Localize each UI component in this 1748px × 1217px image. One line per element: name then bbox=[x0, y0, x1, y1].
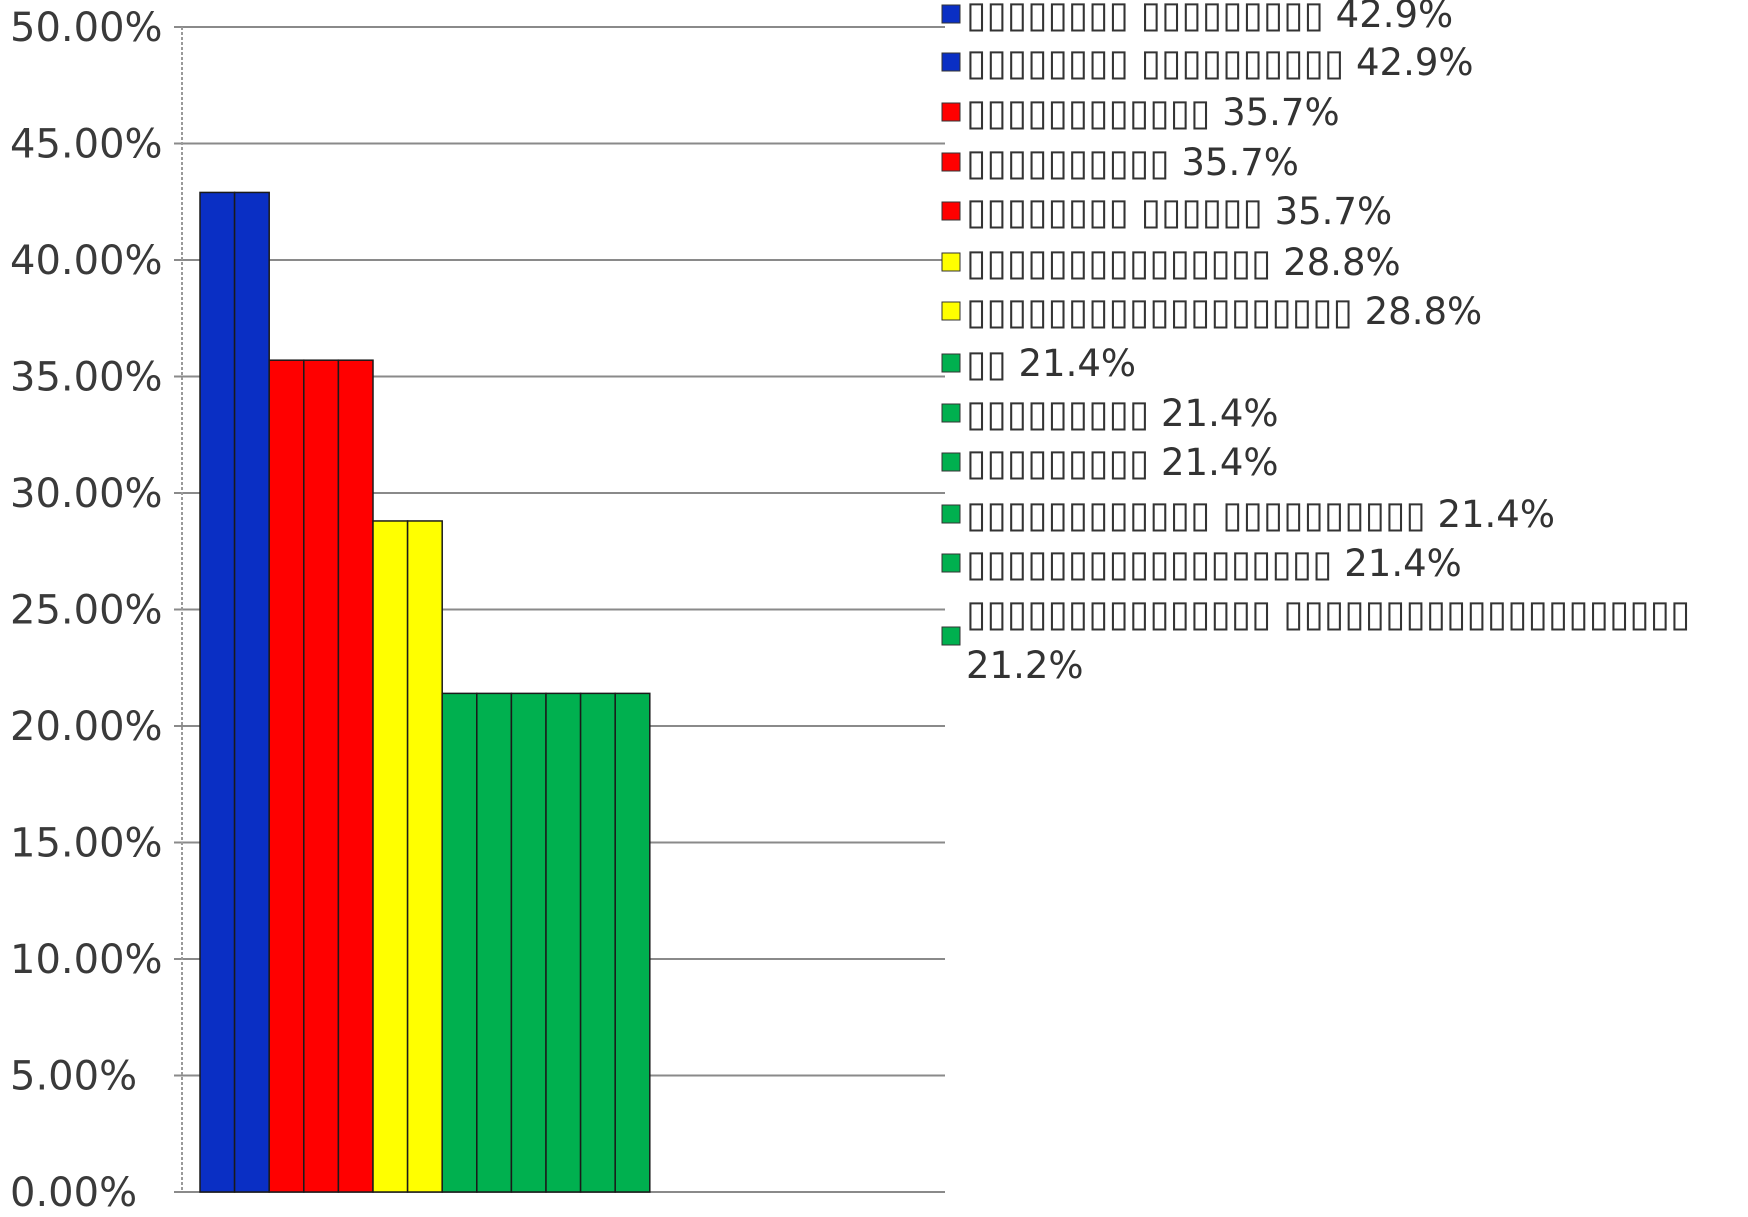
y-tick-label: 5.00% bbox=[10, 1054, 137, 1100]
legend-label: ▯▯▯▯▯▯▯▯▯▯▯▯▯▯▯▯▯▯▯ 28.8% bbox=[966, 290, 1482, 333]
y-tick-label: 10.00% bbox=[10, 937, 163, 983]
legend-swatch bbox=[941, 201, 961, 221]
y-tick-label: 45.00% bbox=[10, 122, 163, 168]
legend-swatch bbox=[941, 553, 961, 573]
bar bbox=[233, 191, 270, 1193]
legend-label: ▯▯ 21.4% bbox=[966, 342, 1136, 385]
bar bbox=[337, 359, 374, 1193]
legend-label: ▯▯▯▯▯▯▯▯ ▯▯▯▯▯▯ 35.7% bbox=[966, 190, 1392, 233]
legend-swatch bbox=[941, 152, 961, 172]
legend-label: ▯▯▯▯▯▯▯▯▯▯ 35.7% bbox=[966, 141, 1299, 184]
bar bbox=[199, 191, 236, 1193]
bar bbox=[406, 520, 443, 1193]
legend-label: ▯▯▯▯▯▯▯▯ ▯▯▯▯▯▯▯▯▯▯ 42.9% bbox=[966, 41, 1474, 84]
legend-label: ▯▯▯▯▯▯▯▯▯ 21.4% bbox=[966, 392, 1279, 435]
bars bbox=[199, 191, 651, 1193]
bar bbox=[545, 692, 582, 1193]
y-tick-label: 20.00% bbox=[10, 704, 163, 750]
y-tick-label: 40.00% bbox=[10, 238, 163, 284]
legend-swatch bbox=[941, 403, 961, 423]
bar bbox=[441, 692, 478, 1193]
legend: ▯▯▯▯▯▯▯▯ ▯▯▯▯▯▯▯▯▯ 42.9% ▯▯▯▯▯▯▯▯ ▯▯▯▯▯▯▯… bbox=[941, 0, 1690, 687]
legend-label: ▯▯▯▯▯▯▯▯▯▯▯▯▯▯▯▯▯▯ 21.4% bbox=[966, 542, 1462, 585]
legend-swatch bbox=[941, 626, 961, 646]
bar bbox=[476, 692, 513, 1193]
legend-label: ▯▯▯▯▯▯▯▯▯ 21.4% bbox=[966, 441, 1279, 484]
legend-swatch bbox=[941, 252, 961, 272]
y-tick-label: 15.00% bbox=[10, 821, 163, 867]
bar bbox=[268, 359, 305, 1193]
bar bbox=[614, 692, 651, 1193]
legend-swatch bbox=[941, 52, 961, 72]
legend-swatch bbox=[941, 452, 961, 472]
legend-label: ▯▯▯▯▯▯▯▯▯▯▯▯ 35.7% bbox=[966, 91, 1340, 134]
legend-label-line2: 21.2% bbox=[966, 644, 1084, 687]
legend-swatch bbox=[941, 102, 961, 122]
bar bbox=[510, 692, 547, 1193]
legend-swatch bbox=[941, 4, 961, 24]
y-tick-label: 25.00% bbox=[10, 588, 163, 634]
y-axis: 0.00% 5.00% 10.00% 15.00% 20.00% 25.00% 30.00%… bbox=[10, 5, 183, 1216]
legend-label: ▯▯▯▯▯▯▯▯▯▯▯▯▯▯▯ ▯▯▯▯▯▯▯▯▯▯▯▯▯▯▯▯▯▯▯▯ bbox=[966, 592, 1690, 635]
y-tick-label: 30.00% bbox=[10, 471, 163, 517]
y-tick-label: 35.00% bbox=[10, 355, 163, 401]
bar bbox=[372, 520, 409, 1193]
legend-label: ▯▯▯▯▯▯▯▯ ▯▯▯▯▯▯▯▯▯ 42.9% bbox=[966, 0, 1453, 36]
legend-swatch bbox=[941, 301, 961, 321]
legend-label: ▯▯▯▯▯▯▯▯▯▯▯▯ ▯▯▯▯▯▯▯▯▯▯ 21.4% bbox=[966, 493, 1555, 536]
bar bbox=[579, 692, 616, 1193]
y-tick-label: 0.00% bbox=[10, 1170, 137, 1216]
legend-swatch bbox=[941, 504, 961, 524]
y-tick-label: 50.00% bbox=[10, 5, 163, 51]
legend-label: ▯▯▯▯▯▯▯▯▯▯▯▯▯▯▯ 28.8% bbox=[966, 241, 1401, 284]
legend-swatch bbox=[941, 353, 961, 373]
bar bbox=[303, 359, 340, 1193]
